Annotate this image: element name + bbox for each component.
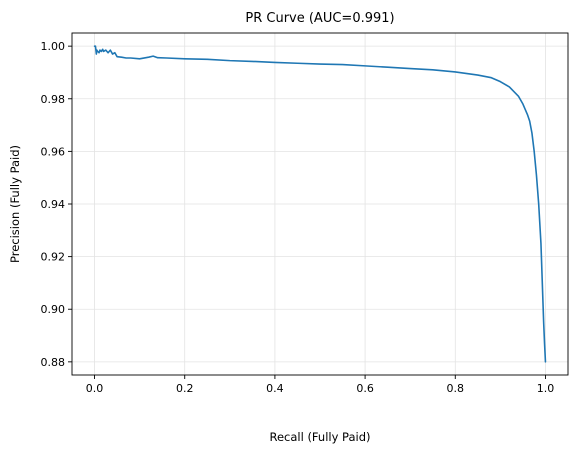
- series-layer: [93, 45, 547, 363]
- y-tick-label: 0.88: [41, 356, 66, 369]
- x-tick-label: 0.8: [447, 382, 465, 395]
- y-tick-label: 0.94: [41, 198, 66, 211]
- x-tick-label: 1.0: [537, 382, 555, 395]
- x-tick-label: 0.0: [86, 382, 104, 395]
- y-axis: 0.88 0.90 0.92 0.94 0.96 0.98 1.00: [41, 40, 72, 369]
- pr-curve-line: [93, 45, 547, 363]
- y-tick-label: 0.90: [41, 303, 66, 316]
- y-tick-label: 0.96: [41, 145, 66, 158]
- chart-title: PR Curve (AUC=0.991): [245, 11, 394, 26]
- y-tick-label: 1.00: [41, 40, 66, 53]
- y-axis-label: Precision (Fully Paid): [8, 145, 22, 263]
- x-tick-label: 0.4: [266, 382, 284, 395]
- x-axis: 0.0 0.2 0.4 0.6 0.8 1.0: [86, 375, 554, 395]
- x-axis-label: Recall (Fully Paid): [269, 430, 370, 444]
- grid-lines: [72, 33, 568, 375]
- x-tick-label: 0.2: [176, 382, 194, 395]
- y-tick-label: 0.98: [41, 93, 66, 106]
- y-tick-label: 0.92: [41, 251, 66, 264]
- x-tick-label: 0.6: [356, 382, 374, 395]
